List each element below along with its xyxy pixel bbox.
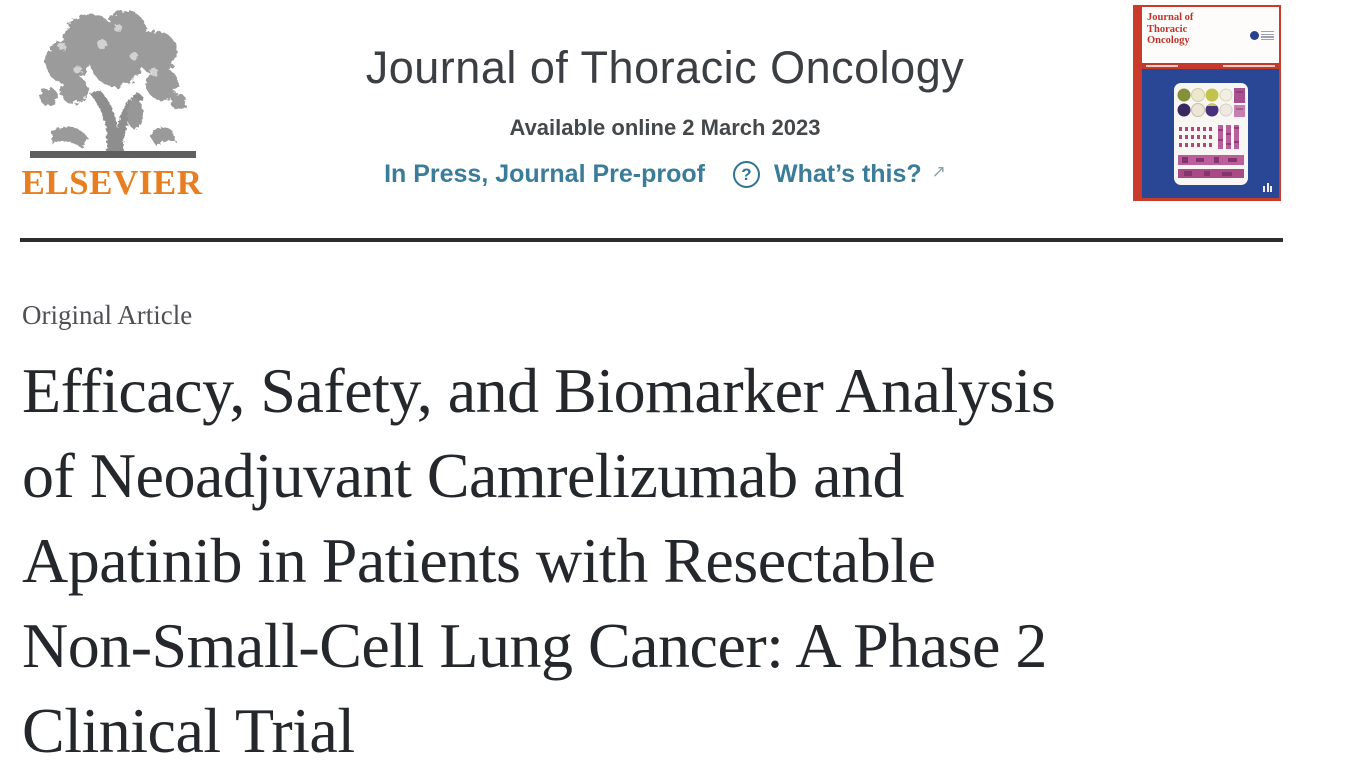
cover-art-panel: [1173, 82, 1248, 185]
article-title-line: Non-Small-Cell Lung Cancer: A Phase 2: [22, 610, 1047, 681]
publisher-mark-icon: [1263, 183, 1272, 192]
whats-this-link[interactable]: What’s this?: [773, 160, 922, 188]
society-logo-icon: [1250, 31, 1274, 41]
article-title-line: of Neoadjuvant Camrelizumab and: [22, 440, 904, 511]
available-online-text: Available online 2 March 2023: [509, 115, 821, 140]
cover-header: Journal of Thoracic Oncology: [1142, 7, 1279, 63]
external-link-icon: ↗: [931, 161, 946, 181]
question-circle-icon[interactable]: ?: [732, 161, 760, 188]
header-divider: [20, 238, 1283, 242]
article-title: Efficacy, Safety, and Biomarker Analysis…: [22, 348, 1332, 760]
journal-title-link[interactable]: Journal of Thoracic Oncology: [365, 42, 965, 93]
inpress-status-row: In Press, Journal Pre-proof ? What’s thi…: [280, 160, 1050, 189]
article-category: Original Article: [22, 300, 193, 330]
elsevier-logo[interactable]: ELSEVIER: [18, 4, 206, 204]
cover-title: Journal of Thoracic Oncology: [1147, 12, 1194, 46]
article-title-line: Apatinib in Patients with Resectable: [22, 525, 936, 596]
journal-cover-thumbnail[interactable]: Journal of Thoracic Oncology: [1133, 5, 1281, 201]
elsevier-wordmark: ELSEVIER: [21, 163, 203, 202]
cover-issue-band: [1142, 63, 1279, 69]
journal-header: Journal of Thoracic Oncology Available o…: [280, 0, 1050, 215]
cover-body: [1142, 69, 1279, 198]
elsevier-tree-icon: [30, 11, 196, 158]
article-title-line: Clinical Trial: [22, 695, 355, 760]
inpress-status-label: In Press, Journal Pre-proof: [384, 160, 705, 188]
article-title-line: Efficacy, Safety, and Biomarker Analysis: [22, 355, 1056, 426]
journal-cover-inner: Journal of Thoracic Oncology: [1142, 7, 1279, 198]
